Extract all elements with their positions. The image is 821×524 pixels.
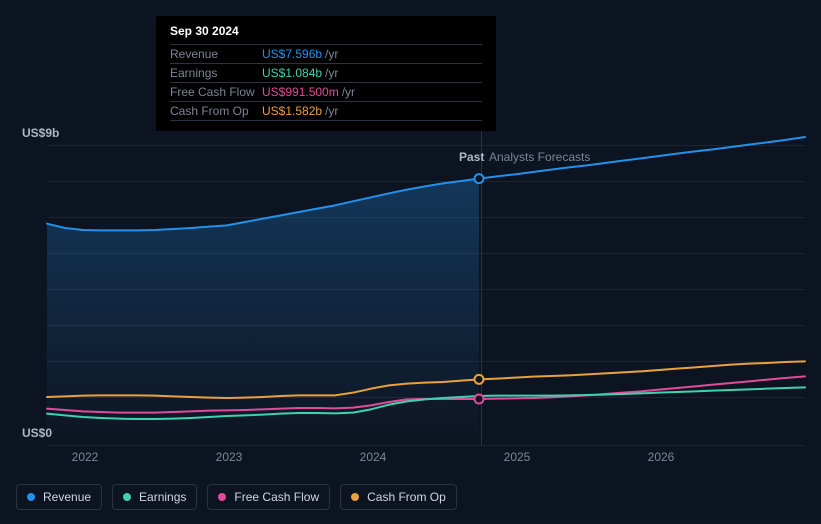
legend-label: Revenue bbox=[43, 490, 91, 504]
tooltip-row-value: US$991.500m bbox=[262, 85, 339, 99]
chart-container: US$9b US$0 Past Analysts Forecasts Sep 3… bbox=[16, 0, 805, 445]
tooltip-row: Cash From OpUS$1.582b/yr bbox=[170, 102, 482, 121]
tooltip-row-label: Revenue bbox=[170, 47, 262, 61]
legend-item[interactable]: Cash From Op bbox=[340, 484, 457, 510]
tooltip-row-label: Earnings bbox=[170, 66, 262, 80]
legend-dot-icon bbox=[27, 493, 35, 501]
tooltip-row-label: Cash From Op bbox=[170, 104, 262, 118]
legend-dot-icon bbox=[218, 493, 226, 501]
tooltip-row-value: US$1.582b bbox=[262, 104, 322, 118]
tooltip-row-unit: /yr bbox=[325, 66, 338, 80]
legend-item[interactable]: Earnings bbox=[112, 484, 197, 510]
chart-tooltip: Sep 30 2024 RevenueUS$7.596b/yrEarningsU… bbox=[156, 16, 496, 131]
xaxis-label: 2024 bbox=[360, 450, 387, 464]
series-marker bbox=[475, 174, 484, 183]
legend-item[interactable]: Free Cash Flow bbox=[207, 484, 330, 510]
tooltip-row: RevenueUS$7.596b/yr bbox=[170, 45, 482, 64]
gridline bbox=[47, 445, 805, 446]
legend-label: Earnings bbox=[139, 490, 186, 504]
chart-legend: Revenue Earnings Free Cash Flow Cash From O… bbox=[16, 484, 457, 510]
series-marker bbox=[475, 395, 484, 404]
legend-dot-icon bbox=[351, 493, 359, 501]
legend-item[interactable]: Revenue bbox=[16, 484, 102, 510]
tooltip-row-unit: /yr bbox=[342, 85, 355, 99]
tooltip-row-value: US$1.084b bbox=[262, 66, 322, 80]
xaxis-label: 2022 bbox=[72, 450, 99, 464]
tooltip-row-value: US$7.596b bbox=[262, 47, 322, 61]
xaxis-label: 2025 bbox=[504, 450, 531, 464]
tooltip-row: Free Cash FlowUS$991.500m/yr bbox=[170, 83, 482, 102]
xaxis-label: 2023 bbox=[216, 450, 243, 464]
legend-label: Free Cash Flow bbox=[234, 490, 319, 504]
legend-dot-icon bbox=[123, 493, 131, 501]
tooltip-row-label: Free Cash Flow bbox=[170, 85, 262, 99]
tooltip-date: Sep 30 2024 bbox=[170, 24, 482, 45]
tooltip-row-unit: /yr bbox=[325, 104, 338, 118]
tooltip-row-unit: /yr bbox=[325, 47, 338, 61]
xaxis-label: 2026 bbox=[648, 450, 675, 464]
legend-label: Cash From Op bbox=[367, 490, 446, 504]
tooltip-row: EarningsUS$1.084b/yr bbox=[170, 64, 482, 83]
series-marker bbox=[475, 375, 484, 384]
